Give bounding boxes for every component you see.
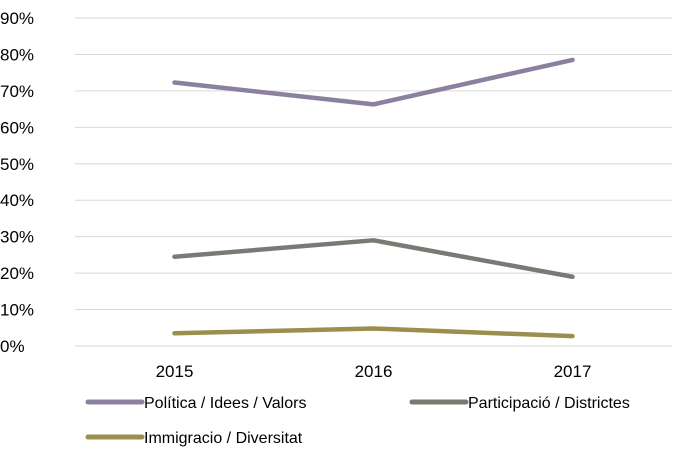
y-tick-label: 70% [0,82,34,101]
legend-label: Participació / Districtes [468,395,630,412]
y-tick-label: 80% [0,45,34,64]
y-tick-label: 30% [0,228,34,247]
y-tick-label: 20% [0,264,34,283]
x-axis-ticks: 2015 2016 2017 [156,362,592,381]
y-tick-label: 40% [0,191,34,210]
y-tick-label: 0% [0,337,25,356]
legend-label: Immigracio / Diversitat [144,430,303,447]
series-lines [172,57,575,339]
legend-label: Política / Idees / Valors [144,395,306,412]
x-tick-label: 2017 [554,362,592,381]
x-tick-label: 2015 [156,362,194,381]
x-tick-label: 2016 [355,362,393,381]
y-axis-ticks: 0% 10% 20% 30% 40% 50% 60% 70% 80% 90% [0,9,34,356]
legend: Política / Idees / Valors Participació / … [85,395,630,447]
y-tick-label: 50% [0,155,34,174]
series-line [172,326,575,339]
gridlines [75,17,672,347]
series-line [172,57,575,107]
series-line [172,238,575,280]
y-tick-label: 10% [0,301,34,320]
y-tick-label: 60% [0,118,34,137]
y-tick-label: 90% [0,9,34,28]
